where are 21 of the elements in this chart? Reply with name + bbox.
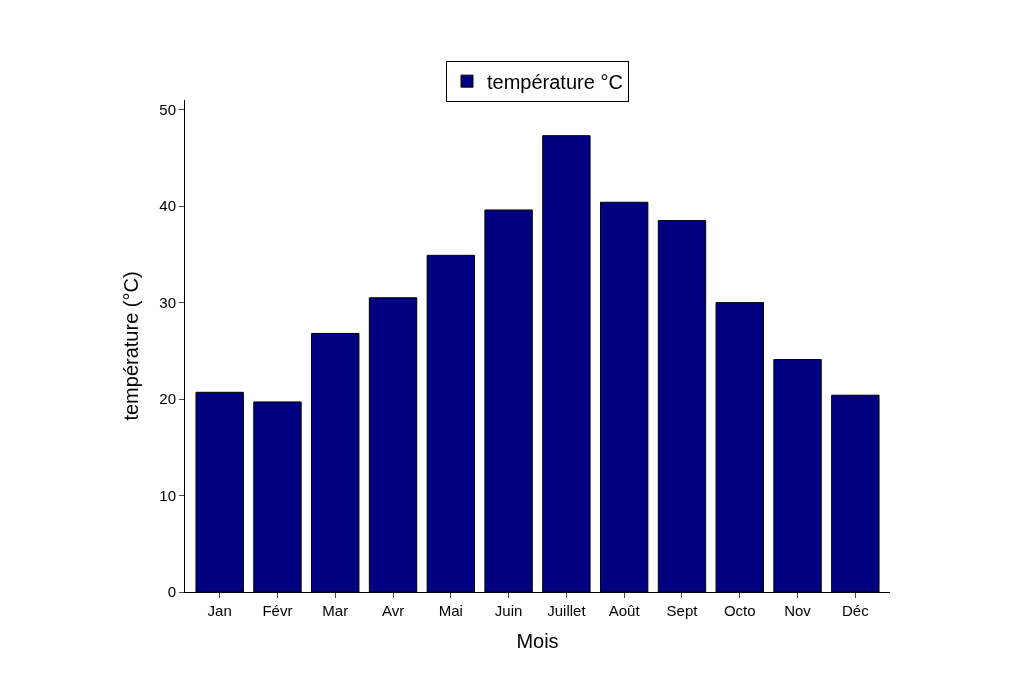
x-tick-label: Déc [841, 602, 870, 619]
y-tick-label: 10 [159, 486, 176, 504]
y-tick-label: 40 [159, 197, 176, 215]
x-tick-label: Octo [723, 602, 756, 619]
x-tick-label: Juillet [547, 602, 587, 619]
x-axis-title: Mois [516, 629, 559, 652]
y-tick-label: 20 [159, 390, 176, 408]
x-tick-label: Sept [666, 602, 699, 619]
y-tick-label: 30 [159, 293, 176, 311]
legend-label: température °C [487, 70, 623, 93]
y-tick-label: 0 [167, 583, 176, 601]
y-tick-label: 50 [159, 100, 176, 118]
x-tick-label: Nov [784, 602, 812, 619]
x-tick-label: Mai [438, 602, 463, 619]
y-axis-title: température (°C) [119, 271, 142, 421]
x-tick-label: Août [608, 602, 641, 619]
x-tick-label: Jan [207, 602, 232, 619]
x-tick-label: Févr [262, 602, 293, 619]
x-tick-label: Avr [381, 602, 405, 619]
x-tick-label: Mar [322, 602, 349, 619]
x-tick-label: Juin [494, 602, 523, 619]
